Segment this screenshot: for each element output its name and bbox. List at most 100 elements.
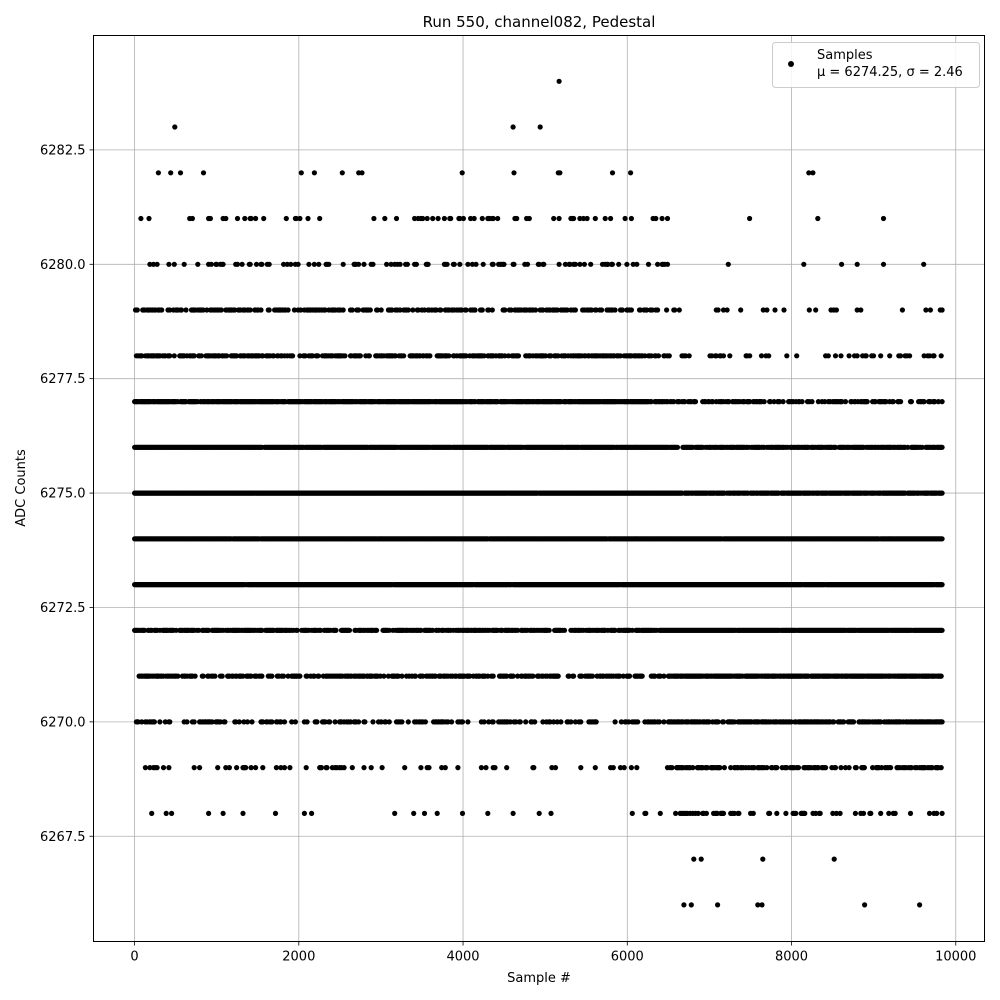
- data-point: [861, 765, 868, 771]
- data-point: [908, 765, 915, 771]
- data-point: [297, 673, 303, 679]
- data-point: [578, 765, 584, 771]
- data-point: [764, 765, 770, 771]
- data-point: [147, 765, 153, 771]
- data-point: [868, 810, 874, 817]
- data-point: [240, 673, 246, 679]
- data-point: [721, 765, 728, 771]
- data-point: [141, 627, 148, 633]
- data-point: [196, 627, 202, 633]
- data-point: [833, 810, 840, 817]
- data-point: [926, 810, 933, 817]
- data-point: [593, 719, 599, 725]
- data-point: [478, 765, 484, 771]
- data-point: [510, 810, 516, 817]
- data-point: [377, 673, 383, 679]
- data-point: [531, 765, 537, 771]
- data-point: [706, 719, 712, 725]
- data-point: [617, 765, 624, 771]
- data-point: [617, 673, 623, 679]
- data-point: [661, 719, 667, 725]
- data-point: [248, 765, 254, 771]
- data-point: [420, 673, 426, 679]
- data-point: [720, 810, 727, 817]
- data-point: [774, 765, 780, 771]
- data-point: [490, 673, 496, 679]
- data-point: [289, 719, 295, 725]
- data-point: [346, 627, 353, 633]
- data-point: [817, 810, 823, 817]
- data-point: [324, 765, 330, 771]
- data-point: [206, 627, 212, 633]
- data-point: [551, 719, 557, 725]
- data-point: [750, 810, 756, 817]
- data-point: [281, 765, 288, 771]
- data-point: [154, 765, 160, 771]
- data-point: [795, 765, 802, 771]
- data-point: [318, 627, 324, 633]
- data-point: [629, 627, 635, 633]
- data-point: [163, 810, 169, 817]
- data-point: [568, 719, 574, 725]
- data-point: [332, 719, 338, 725]
- data-point: [160, 765, 167, 771]
- data-point: [929, 765, 935, 771]
- data-point: [184, 719, 190, 725]
- data-point: [610, 765, 616, 771]
- data-point: [540, 719, 546, 725]
- data-point: [612, 719, 618, 725]
- data-point: [504, 765, 510, 771]
- data-point: [259, 673, 265, 679]
- data-point: [513, 719, 519, 725]
- data-point: [191, 719, 197, 725]
- data-point: [217, 719, 223, 725]
- data-point: [486, 719, 492, 725]
- data-point: [405, 719, 411, 725]
- data-point: [439, 765, 445, 771]
- data-points: [132, 78, 945, 908]
- data-point: [571, 673, 577, 679]
- data-point: [515, 627, 521, 633]
- data-point: [278, 719, 284, 725]
- data-point: [731, 719, 738, 725]
- data-point: [249, 719, 255, 725]
- data-point: [939, 719, 945, 725]
- data-point: [139, 719, 145, 725]
- data-point: [652, 673, 658, 679]
- data-point: [669, 765, 675, 771]
- data-point: [507, 719, 513, 725]
- data-point: [434, 810, 440, 817]
- data-point: [311, 673, 317, 679]
- data-point: [853, 765, 859, 771]
- data-point: [879, 765, 885, 771]
- data-point: [515, 673, 521, 679]
- data-point: [523, 719, 529, 725]
- data-point: [304, 673, 310, 679]
- data-point: [714, 810, 720, 817]
- data-point: [269, 673, 275, 679]
- data-point: [459, 719, 466, 725]
- data-point: [728, 765, 734, 771]
- data-point: [318, 765, 325, 771]
- data-point: [240, 810, 246, 817]
- data-point: [386, 627, 392, 633]
- data-point: [704, 765, 710, 771]
- data-point: [383, 719, 389, 725]
- data-point: [736, 810, 742, 817]
- data-point: [643, 810, 649, 817]
- data-point: [536, 810, 542, 817]
- data-point: [402, 765, 408, 771]
- data-point: [572, 719, 579, 725]
- data-point: [703, 810, 710, 817]
- data-point: [939, 536, 945, 542]
- data-point: [333, 627, 339, 633]
- data-point: [938, 765, 944, 771]
- data-point: [287, 765, 293, 771]
- data-point: [852, 810, 859, 817]
- data-point: [842, 765, 849, 771]
- data-point: [690, 765, 696, 771]
- data-point: [510, 673, 516, 679]
- data-point: [485, 673, 491, 679]
- data-point: [200, 673, 206, 679]
